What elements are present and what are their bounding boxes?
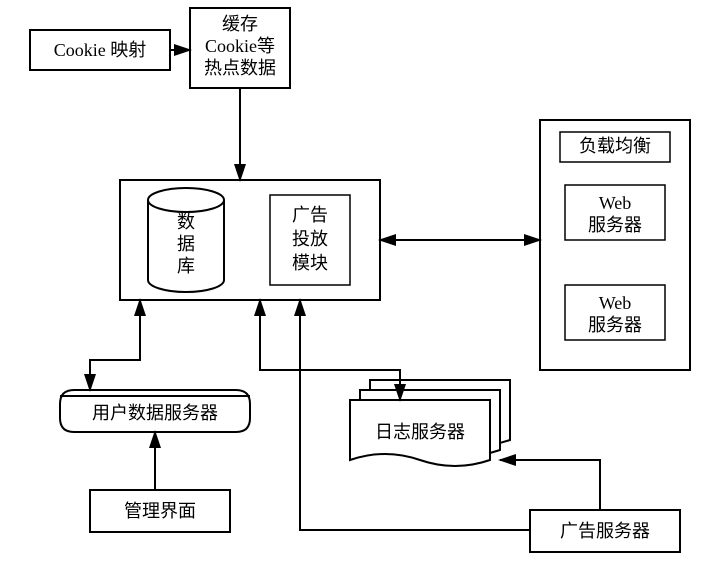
svg-text:Cookie 映射: Cookie 映射 [54,40,147,60]
edge [500,460,600,510]
svg-text:缓存: 缓存 [222,14,258,34]
svg-text:日志服务器: 日志服务器 [375,422,465,442]
svg-text:Cookie等: Cookie等 [205,36,275,56]
svg-text:服务器: 服务器 [588,215,642,235]
svg-text:广告服务器: 广告服务器 [560,521,650,541]
svg-text:据: 据 [177,234,195,254]
svg-text:服务器: 服务器 [588,315,642,335]
svg-text:用户数据服务器: 用户数据服务器 [92,403,218,423]
svg-text:Web: Web [599,193,632,213]
svg-text:热点数据: 热点数据 [204,58,276,78]
architecture-diagram: Cookie 映射缓存Cookie等热点数据数据库广告投放模块负载均衡Web服务… [0,0,725,576]
svg-text:负载均衡: 负载均衡 [579,136,651,156]
svg-text:数: 数 [177,212,195,232]
svg-text:投放: 投放 [292,229,328,249]
edge [90,300,140,390]
svg-text:Web: Web [599,293,632,313]
svg-text:模块: 模块 [292,253,328,273]
svg-text:库: 库 [177,256,195,276]
svg-text:广告: 广告 [292,205,328,225]
svg-text:管理界面: 管理界面 [124,501,196,521]
